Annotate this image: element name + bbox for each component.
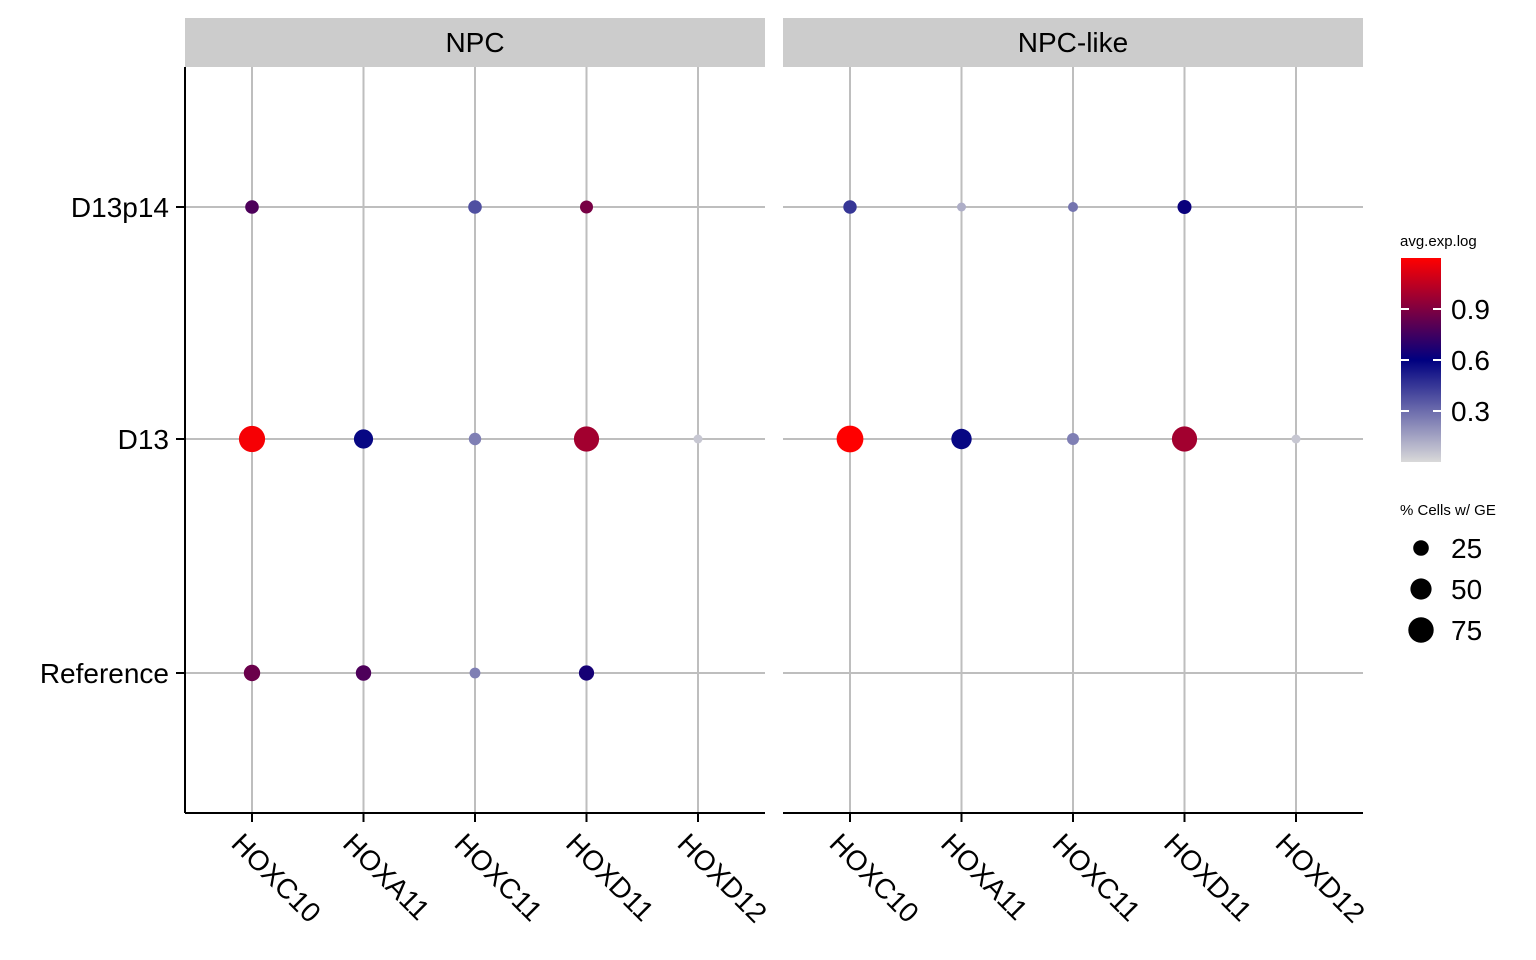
size-legend-key (1413, 540, 1429, 556)
x-tick-label: HOXD12 (1270, 827, 1371, 928)
data-point (1068, 202, 1078, 212)
data-point (469, 667, 481, 679)
data-point (238, 425, 266, 453)
x-tick-label: HOXA11 (935, 827, 1034, 926)
x-tick-label: HOXD12 (672, 827, 773, 928)
data-point (353, 429, 374, 449)
colorbar-tick-label: 0.9 (1451, 294, 1490, 325)
y-tick-label: D13 (118, 424, 169, 455)
data-point (578, 665, 595, 681)
data-point (468, 200, 482, 214)
data-point (951, 428, 972, 450)
size-legend-key (1410, 578, 1432, 600)
facet-strip (783, 18, 1363, 67)
data-point (1177, 200, 1192, 214)
data-point (355, 665, 372, 681)
size-legend-label: 75 (1451, 615, 1482, 646)
data-point (243, 664, 261, 682)
facet-strip-label: NPC (445, 27, 504, 58)
data-point (245, 200, 259, 214)
data-point (1067, 433, 1079, 445)
x-tick-label: HOXC10 (824, 827, 925, 928)
data-point (573, 426, 600, 452)
facet-panel-npc-like: NPC-like HOXC10 HOXA11 HOXC11 HOXD11 HOXD12 (783, 18, 1371, 929)
data-points (238, 200, 1301, 682)
colorbar-tick-label: 0.3 (1451, 396, 1490, 427)
data-point (468, 432, 482, 446)
size-legend-key (1408, 617, 1434, 643)
data-point (957, 202, 966, 212)
data-point (836, 425, 864, 453)
facet-strip (185, 18, 765, 67)
size-legend-label: 50 (1451, 574, 1482, 605)
color-legend: avg.exp.log 0.9 0.6 0.3 (1400, 233, 1490, 462)
facet-panel-npc: NPC HOXC10 HOXA11 HOXC11 HOXD11 HOXD12 D13p14 D… (40, 18, 773, 929)
facet-strip-label: NPC-like (1018, 27, 1128, 58)
data-point (693, 434, 703, 444)
x-tick-label: HOXC10 (226, 827, 327, 928)
data-point (580, 200, 593, 214)
data-point (1291, 434, 1301, 444)
size-legend-title: % Cells w/ GE (1400, 502, 1496, 519)
size-legend: % Cells w/ GE 25 50 75 (1400, 502, 1496, 646)
data-point (1171, 426, 1198, 452)
color-legend-title: avg.exp.log (1400, 233, 1477, 250)
y-tick-label: Reference (40, 658, 169, 689)
x-tick-label: HOXD11 (560, 827, 660, 927)
size-legend-label: 25 (1451, 533, 1482, 564)
colorbar-tick-label: 0.6 (1451, 345, 1490, 376)
x-tick-label: HOXD11 (1158, 827, 1258, 927)
x-tick-label: HOXC11 (449, 827, 549, 927)
data-point (843, 200, 857, 214)
x-tick-label: HOXC11 (1047, 827, 1147, 927)
y-tick-label: D13p14 (71, 192, 169, 223)
x-tick-label: HOXA11 (337, 827, 436, 926)
